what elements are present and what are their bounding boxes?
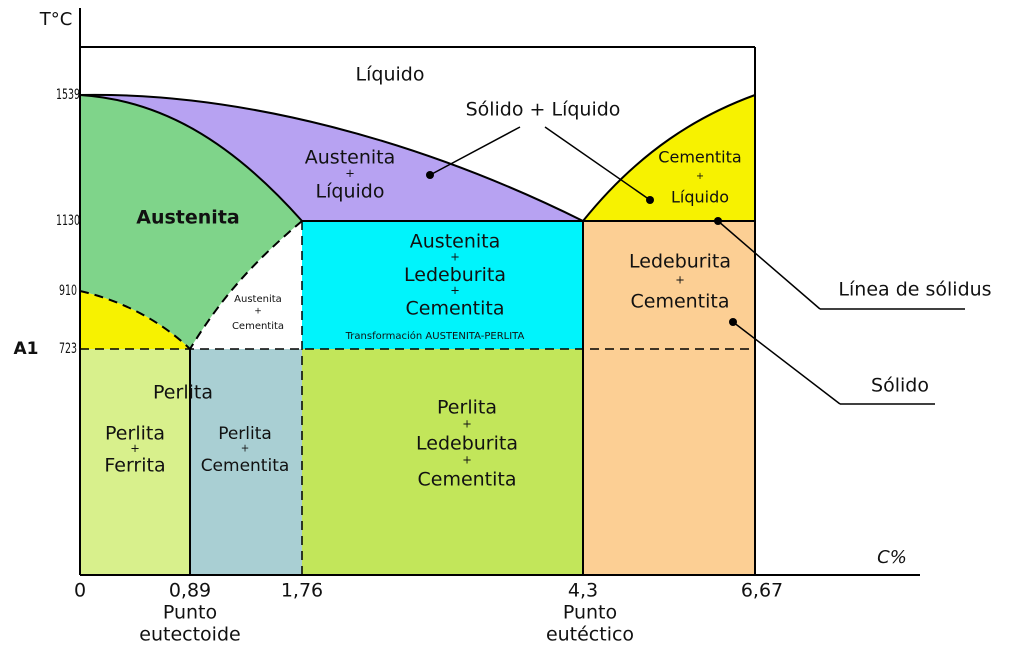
leader [732,321,841,405]
liquidus-right [582,94,756,222]
x-tick-label: 0 [74,580,86,602]
x-tick-label: 6,67 [741,580,783,602]
a1-label: A1 [14,339,39,359]
region-perlita-ferrita [80,349,190,575]
leader [544,126,651,201]
x-note: eutéctico [546,624,634,646]
y-axis-label: T°C [39,9,73,30]
region-label: Perlita [153,382,213,404]
region-label: Ferrita [104,455,165,477]
region-austenita-liquido [80,94,583,221]
region-cementita-liquido [583,95,755,221]
x-note: Punto [563,602,617,624]
region-label: Perlita [437,397,497,419]
plus-sign: + [345,166,355,180]
region-label: Austenita [305,147,396,169]
plus-sign: + [450,283,460,297]
region-label: Cementita [232,321,284,332]
plus-sign: + [462,417,472,431]
plus-sign: + [130,441,140,455]
region-label: Austenita [410,231,501,253]
region-austenita-ledeburita [302,221,583,349]
plus-sign: + [241,443,250,454]
region-label: Líquido [356,64,425,86]
boundaries [79,8,965,576]
region-austenita [80,95,302,349]
x-note: Punto [163,602,217,624]
a3-line [79,290,191,350]
region-label: Cementita [630,291,729,313]
region-label: Ledeburita [404,264,506,286]
region-ledeburita [583,221,755,575]
plus-sign: + [675,273,685,287]
x-note: eutectoide [139,624,240,646]
region-label: Cementita [658,148,741,167]
liquidus [79,93,584,222]
leader [717,220,821,310]
plus-sign: + [254,307,262,317]
y-tick-label: 1130 [56,213,80,229]
region-label: Líquido [671,188,729,207]
region-label: Transformación AUSTENITA-PERLITA [345,330,525,342]
y-tick-label: 723 [59,341,77,357]
region-perlita-ledeburita [302,349,583,575]
region-ferrita [80,291,190,349]
y-tick-label: 910 [59,283,77,299]
dot [714,217,722,225]
region-label: Perlita [218,424,272,444]
region-label: Ledeburita [629,251,731,273]
x-tick-label: 1,76 [281,580,323,602]
dot [426,171,434,179]
dots [426,171,737,326]
x-axis-label: C% [877,547,907,568]
region-label: Austenita [234,294,282,305]
annotation: Línea de sólidus [838,279,991,301]
dot [729,318,737,326]
plus-sign: + [462,453,472,467]
region-label: Cementita [405,298,504,320]
leader [429,126,521,176]
solidus-curve [79,94,303,222]
y-tick-label: 1539 [56,87,80,103]
region-label: Cementita [201,456,290,476]
plus-sign: + [450,250,460,264]
x-tick-label: 0,89 [169,580,211,602]
annotation: Sólido [871,375,929,397]
dot [646,196,654,204]
dashed-lines [79,220,755,575]
region-label: Ledeburita [416,433,518,455]
region-label: Perlita [105,423,165,445]
region-label: Líquido [316,181,385,203]
region-label: Cementita [417,469,516,491]
annotation: Sólido + Líquido [466,99,621,121]
region-label: Austenita [136,207,239,229]
acm-line [189,220,303,350]
region-perlita-cementita [190,349,302,575]
x-tick-label: 4,3 [568,580,598,602]
plus-sign: + [696,171,704,182]
